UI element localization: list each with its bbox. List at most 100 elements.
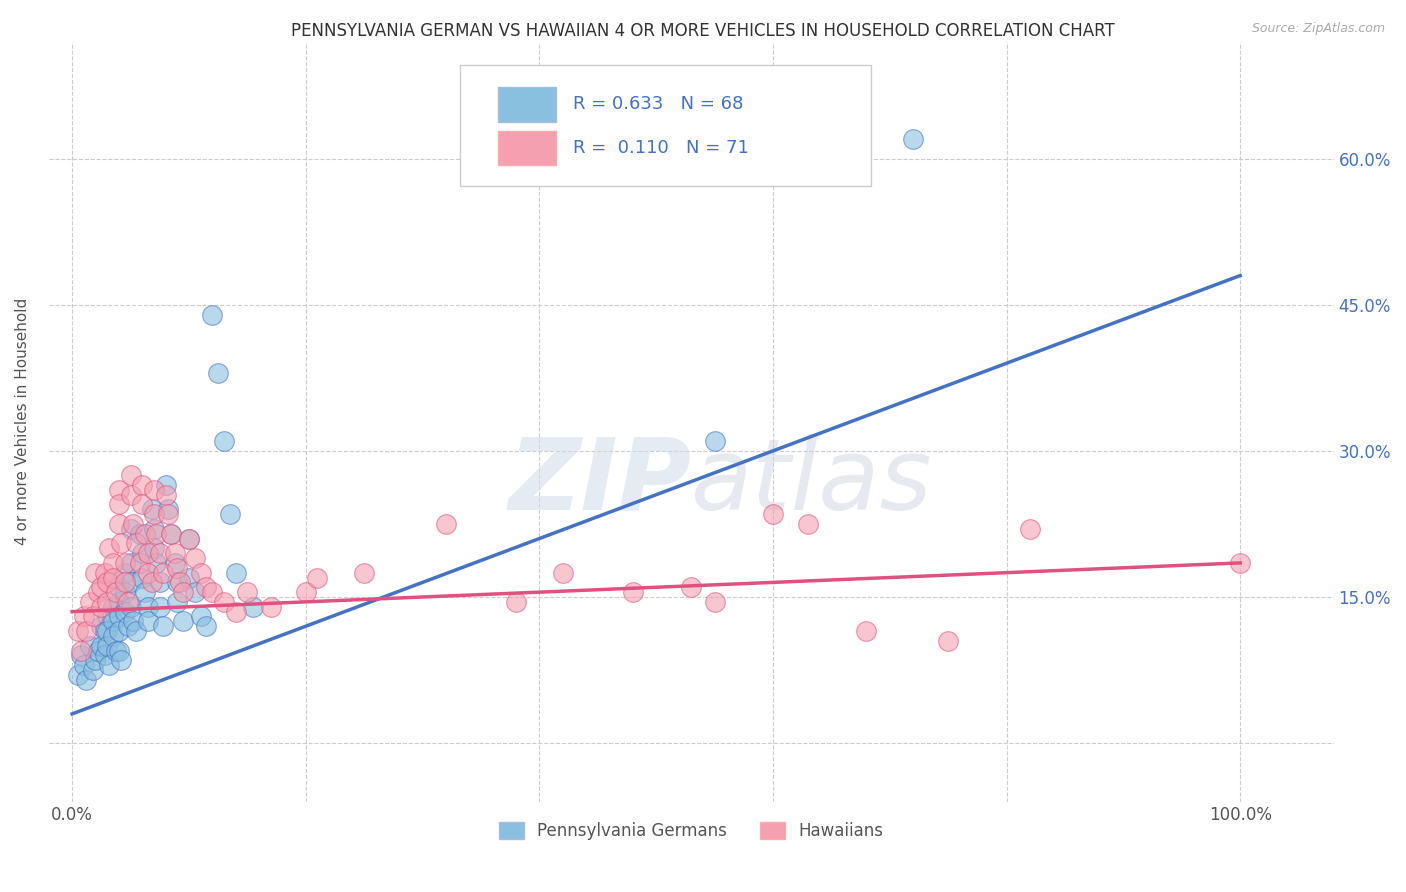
Point bbox=[110, 653, 132, 667]
FancyBboxPatch shape bbox=[499, 87, 557, 121]
Point bbox=[142, 522, 165, 536]
Point bbox=[84, 653, 107, 667]
Point bbox=[505, 595, 527, 609]
Point bbox=[149, 599, 172, 614]
Point bbox=[156, 502, 179, 516]
Point bbox=[762, 507, 785, 521]
Point bbox=[114, 585, 136, 599]
Point bbox=[936, 633, 959, 648]
Point bbox=[184, 585, 207, 599]
Point bbox=[98, 658, 121, 673]
Point bbox=[353, 566, 375, 580]
Point bbox=[134, 585, 156, 599]
Point bbox=[94, 648, 117, 663]
Point bbox=[136, 599, 159, 614]
Point bbox=[94, 566, 117, 580]
Point bbox=[108, 609, 131, 624]
Point bbox=[166, 595, 188, 609]
Point bbox=[120, 575, 142, 590]
Point bbox=[101, 615, 124, 629]
Point bbox=[120, 556, 142, 570]
Point bbox=[108, 624, 131, 639]
Text: Source: ZipAtlas.com: Source: ZipAtlas.com bbox=[1251, 22, 1385, 36]
Point bbox=[114, 566, 136, 580]
Point bbox=[66, 624, 89, 639]
Point bbox=[73, 658, 96, 673]
Point bbox=[621, 585, 644, 599]
Point bbox=[90, 580, 112, 594]
Point bbox=[149, 546, 172, 560]
Point bbox=[96, 595, 118, 609]
Point bbox=[90, 599, 112, 614]
Point bbox=[225, 605, 247, 619]
Point bbox=[260, 599, 283, 614]
Point bbox=[797, 516, 820, 531]
Point bbox=[149, 575, 172, 590]
Point bbox=[155, 478, 177, 492]
Point bbox=[110, 536, 132, 550]
Point bbox=[79, 595, 101, 609]
Point bbox=[101, 629, 124, 643]
Point bbox=[901, 132, 924, 146]
Point bbox=[141, 502, 163, 516]
Point bbox=[87, 585, 110, 599]
Point bbox=[121, 615, 143, 629]
Point bbox=[125, 624, 148, 639]
Point bbox=[703, 434, 725, 449]
Point bbox=[108, 483, 131, 497]
Point bbox=[70, 648, 93, 663]
Y-axis label: 4 or more Vehicles in Household: 4 or more Vehicles in Household bbox=[15, 298, 30, 545]
Point bbox=[96, 624, 118, 639]
Point bbox=[172, 615, 194, 629]
Point bbox=[120, 522, 142, 536]
Text: R =  0.110   N = 71: R = 0.110 N = 71 bbox=[574, 139, 749, 157]
Point bbox=[225, 566, 247, 580]
Point bbox=[551, 566, 574, 580]
Point bbox=[163, 546, 186, 560]
Point bbox=[195, 619, 218, 633]
Text: R = 0.633   N = 68: R = 0.633 N = 68 bbox=[574, 95, 744, 113]
Point bbox=[94, 624, 117, 639]
Point bbox=[152, 566, 174, 580]
Point bbox=[96, 639, 118, 653]
Point bbox=[169, 575, 191, 590]
Point bbox=[84, 566, 107, 580]
Point bbox=[70, 643, 93, 657]
Point bbox=[98, 541, 121, 556]
Point bbox=[236, 585, 259, 599]
Point bbox=[96, 575, 118, 590]
Text: PENNSYLVANIA GERMAN VS HAWAIIAN 4 OR MORE VEHICLES IN HOUSEHOLD CORRELATION CHAR: PENNSYLVANIA GERMAN VS HAWAIIAN 4 OR MOR… bbox=[291, 22, 1115, 40]
Point bbox=[101, 570, 124, 584]
Point bbox=[108, 643, 131, 657]
Point bbox=[163, 556, 186, 570]
Point bbox=[125, 536, 148, 550]
Point bbox=[75, 673, 97, 687]
Point bbox=[855, 624, 877, 639]
Point bbox=[136, 546, 159, 560]
Point bbox=[120, 599, 142, 614]
Point bbox=[681, 580, 703, 594]
Point bbox=[108, 516, 131, 531]
Point bbox=[131, 498, 153, 512]
Point bbox=[190, 566, 212, 580]
Point bbox=[184, 551, 207, 566]
Point bbox=[108, 595, 131, 609]
Point bbox=[96, 609, 118, 624]
Point bbox=[190, 609, 212, 624]
Point bbox=[128, 556, 150, 570]
Point bbox=[207, 366, 229, 380]
Point bbox=[90, 639, 112, 653]
Point bbox=[242, 599, 264, 614]
FancyBboxPatch shape bbox=[460, 64, 872, 186]
Point bbox=[142, 483, 165, 497]
Point bbox=[172, 585, 194, 599]
Point bbox=[79, 639, 101, 653]
Point bbox=[145, 556, 167, 570]
Point bbox=[114, 605, 136, 619]
Point bbox=[166, 561, 188, 575]
Point bbox=[108, 498, 131, 512]
Point bbox=[212, 595, 235, 609]
Point bbox=[75, 624, 97, 639]
Point bbox=[101, 599, 124, 614]
Point bbox=[434, 516, 457, 531]
